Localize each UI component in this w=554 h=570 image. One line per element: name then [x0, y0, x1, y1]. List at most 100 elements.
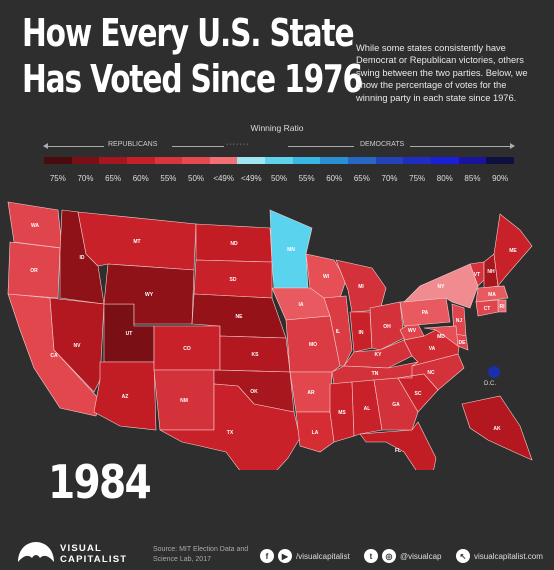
state-fl: [359, 421, 437, 470]
state-ny: [403, 263, 479, 309]
legend-scale-label: 60%: [326, 174, 343, 183]
instagram-icon[interactable]: ◎: [382, 549, 396, 563]
state-label-wa: WA: [31, 223, 39, 229]
state-label-ny: NY: [438, 284, 446, 290]
dc-marker: [488, 366, 500, 378]
state-ma: [475, 285, 509, 303]
republican-arrow: [43, 143, 104, 149]
state-label-mi: MI: [358, 284, 364, 290]
state-label-wy: WY: [145, 292, 154, 298]
democrat-arrow: [410, 143, 515, 149]
legend-dots: ·······: [226, 141, 250, 148]
legend-scale-label: 75%: [409, 174, 426, 183]
state-label-ok: OK: [250, 389, 258, 395]
state-label-sd: SD: [230, 277, 237, 283]
legend-scale-label: 70%: [381, 174, 398, 183]
facebook-icon[interactable]: f: [260, 549, 274, 563]
state-label-oh: OH: [383, 324, 391, 330]
state-label-ar: AR: [307, 390, 315, 396]
website-link[interactable]: ↖ visualcapitalist.com: [456, 548, 543, 564]
state-la: [295, 411, 335, 453]
state-tx: [159, 383, 301, 470]
visual-capitalist-logo-icon: [18, 542, 54, 562]
state-label-me: ME: [509, 248, 517, 254]
title-line-1: How Every U.S. State: [22, 11, 355, 55]
state-label-nh: NH: [487, 269, 495, 275]
republican-line: [172, 146, 224, 147]
state-ga: [373, 377, 419, 431]
state-ct: [475, 299, 499, 317]
state-label-ga: GA: [392, 402, 400, 408]
legend-swatch: [458, 157, 487, 164]
state-label-tx: TX: [227, 430, 234, 436]
brand-line-2: CAPITALIST: [60, 554, 128, 565]
state-label-nc: NC: [427, 370, 435, 376]
legend-party-row: REPUBLICANS ······· DEMOCRATS: [43, 141, 515, 153]
election-year: 1984: [48, 455, 152, 509]
state-label-id: ID: [80, 255, 85, 261]
brand-name: VISUAL CAPITALIST: [60, 543, 127, 565]
legend-swatch: [182, 157, 210, 164]
state-label-wv: WV: [408, 328, 417, 334]
legend-swatch: [430, 157, 459, 164]
state-label-pa: PA: [422, 310, 429, 316]
state-md: [423, 325, 459, 347]
state-label-de: DE: [459, 340, 467, 346]
legend-swatch: [209, 157, 238, 164]
state-label-in: IN: [359, 330, 364, 336]
social-handle[interactable]: @visualcap: [400, 551, 442, 561]
dc-label: D.C.: [484, 381, 496, 387]
state-label-ia: IA: [299, 302, 304, 308]
state-label-la: LA: [312, 430, 319, 436]
state-label-il: IL: [336, 329, 340, 335]
social-handle-link[interactable]: t ◎ @visualcap: [364, 548, 441, 564]
legend-swatch: [292, 157, 321, 164]
state-label-ct: CT: [484, 306, 491, 312]
legend-swatch: [99, 157, 127, 164]
state-or: [7, 241, 61, 299]
legend-scale-label: <49%: [240, 174, 262, 183]
youtube-link[interactable]: f ▶ /visualcapitalist: [260, 548, 350, 564]
democrat-line: [288, 146, 354, 147]
legend-swatch: [71, 157, 100, 164]
state-label-tn: TN: [372, 371, 379, 377]
legend-scale-label: 70%: [77, 174, 94, 183]
cursor-icon[interactable]: ↖: [456, 549, 470, 563]
state-mo: [285, 315, 341, 373]
legend-swatch: [44, 157, 72, 164]
legend-swatch: [403, 157, 431, 164]
legend-title: Winning Ratio: [250, 123, 304, 133]
state-label-sc: SC: [415, 391, 422, 397]
legend-scale-labels: 75% 70% 65% 60% 55% 50% <49% <49% 50% 55% 60% 65% 70…: [44, 174, 514, 183]
legend-scale-label: 50%: [270, 174, 287, 183]
source-note: Source: MIT Election Data and Science La…: [153, 546, 249, 563]
state-label-mt: MT: [133, 239, 140, 245]
state-label-ne: NE: [236, 314, 244, 320]
legend-scale-label: 90%: [492, 174, 509, 183]
state-label-vt: VT: [474, 272, 480, 278]
state-va: [403, 329, 461, 367]
state-label-az: AZ: [122, 394, 129, 400]
state-label-fl: FL: [395, 448, 401, 454]
state-label-ma: MA: [488, 292, 496, 298]
twitter-icon[interactable]: t: [364, 549, 378, 563]
legend-scale-label: 85%: [464, 174, 481, 183]
subtitle: While some states consistently have Demo…: [356, 43, 528, 103]
republicans-label: REPUBLICANS: [108, 141, 158, 148]
youtube-handle[interactable]: /visualcapitalist: [296, 551, 350, 561]
legend-scale-label: 55%: [298, 174, 315, 183]
us-map: WA OR CA ID NV UT AZ MT WY CO NM ND SD NE KS OK TX MN IA MO…: [7, 201, 533, 470]
legend-swatch: [237, 157, 266, 164]
state-label-mn: MN: [287, 247, 295, 253]
legend-swatch: [154, 157, 183, 164]
state-label-wi: WI: [323, 274, 330, 280]
democrats-label: DEMOCRATS: [360, 141, 405, 148]
state-label-ut: UT: [126, 331, 133, 337]
state-nv: [49, 297, 105, 393]
youtube-icon[interactable]: ▶: [278, 549, 292, 563]
legend-scale-label: 50%: [188, 174, 205, 183]
title-line-2: Has Voted Since 1976: [22, 57, 363, 101]
legend-scale-label: 65%: [353, 174, 370, 183]
website-url[interactable]: visualcapitalist.com: [474, 551, 543, 561]
state-ak: [461, 395, 533, 461]
